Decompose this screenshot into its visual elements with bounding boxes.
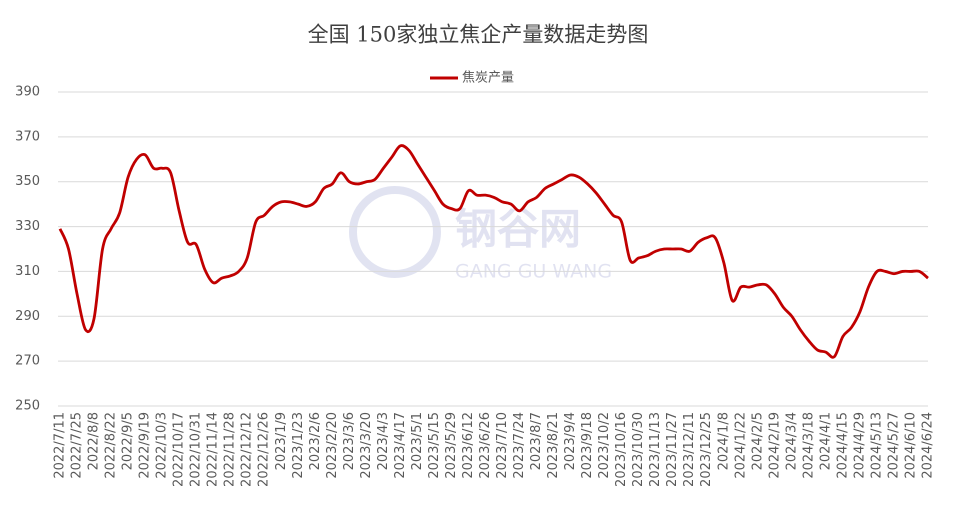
- x-tick-label: 2024/4/1: [818, 412, 833, 470]
- x-tick-label: 2023/8/21: [546, 412, 561, 479]
- chart-title: 全国 150家独立焦企产量数据走势图: [308, 23, 649, 47]
- x-tick-label: 2023/5/1: [410, 412, 425, 470]
- x-tick-label: 2024/3/18: [801, 412, 816, 479]
- x-tick-label: 2023/7/24: [512, 412, 527, 479]
- y-tick-label: 350: [15, 174, 40, 189]
- y-tick-label: 330: [15, 219, 40, 234]
- x-tick-label: 2023/11/13: [648, 412, 663, 487]
- x-tick-label: 2023/9/18: [580, 412, 595, 479]
- x-tick-label: 2022/7/25: [70, 412, 85, 479]
- x-tick-label: 2022/10/17: [172, 412, 187, 487]
- legend-label: 焦炭产量: [462, 71, 514, 86]
- x-tick-label: 2023/2/20: [325, 412, 340, 479]
- x-tick-label: 2023/9/4: [563, 412, 578, 470]
- y-tick-label: 250: [15, 399, 40, 414]
- y-tick-label: 370: [15, 129, 40, 144]
- x-tick-label: 2022/10/31: [189, 412, 204, 487]
- x-tick-label: 2024/4/29: [852, 412, 867, 479]
- x-tick-label: 2024/2/5: [750, 412, 765, 470]
- x-tick-label: 2023/1/23: [291, 412, 306, 479]
- x-tick-label: 2024/6/10: [903, 412, 918, 479]
- x-tick-label: 2022/10/3: [155, 412, 170, 479]
- x-tick-label: 2024/6/24: [921, 412, 936, 479]
- x-tick-label: 2022/11/28: [223, 412, 238, 487]
- x-tick-label: 2023/4/3: [376, 412, 391, 470]
- x-tick-label: 2024/5/13: [869, 412, 884, 479]
- watermark: 钢谷网 GANG GU WANG: [349, 186, 612, 283]
- x-tick-label: 2024/4/15: [835, 412, 850, 479]
- y-tick-label: 310: [15, 264, 40, 279]
- x-tick-label: 2022/12/12: [240, 412, 255, 487]
- y-tick-label: 270: [15, 354, 40, 369]
- x-tick-label: 2022/9/19: [138, 412, 153, 479]
- watermark-brand: 钢谷网: [455, 205, 581, 254]
- watermark-logo: [349, 186, 441, 278]
- x-tick-label: 2023/12/25: [699, 412, 714, 487]
- x-tick-label: 2024/2/19: [767, 412, 782, 479]
- x-tick-label: 2023/3/6: [342, 412, 357, 470]
- x-tick-label: 2022/9/5: [121, 412, 136, 470]
- x-tick-label: 2023/7/10: [495, 412, 510, 479]
- x-tick-label: 2024/5/27: [886, 412, 901, 479]
- x-tick-label: 2024/3/4: [784, 412, 799, 470]
- y-tick-label: 390: [15, 85, 40, 100]
- x-tick-label: 2023/10/30: [631, 412, 646, 487]
- x-tick-label: 2022/7/11: [53, 412, 68, 479]
- x-tick-label: 2022/11/14: [206, 412, 221, 487]
- x-tick-label: 2023/3/20: [359, 412, 374, 479]
- x-tick-label: 2023/10/2: [597, 412, 612, 479]
- x-tick-label: 2023/6/12: [461, 412, 476, 479]
- x-tick-label: 2023/11/27: [665, 412, 680, 487]
- x-tick-label: 2023/2/6: [308, 412, 323, 470]
- series-line: [58, 144, 929, 359]
- x-tick-label: 2022/8/22: [104, 412, 119, 479]
- x-tick-label: 2024/1/8: [716, 412, 731, 470]
- x-tick-label: 2023/4/17: [393, 412, 408, 479]
- x-tick-label: 2022/12/26: [257, 412, 272, 487]
- x-tick-label: 2023/1/9: [274, 412, 289, 470]
- x-tick-label: 2022/8/8: [87, 412, 102, 470]
- x-tick-label: 2023/6/26: [478, 412, 493, 479]
- x-tick-label: 2023/5/29: [444, 412, 459, 479]
- x-tick-label: 2023/5/15: [427, 412, 442, 479]
- x-tick-label: 2023/12/11: [682, 412, 697, 487]
- x-tick-label: 2024/1/22: [733, 412, 748, 479]
- x-tick-label: 2023/8/7: [529, 412, 544, 470]
- y-tick-label: 290: [15, 309, 40, 324]
- x-tick-label: 2023/10/16: [614, 412, 629, 487]
